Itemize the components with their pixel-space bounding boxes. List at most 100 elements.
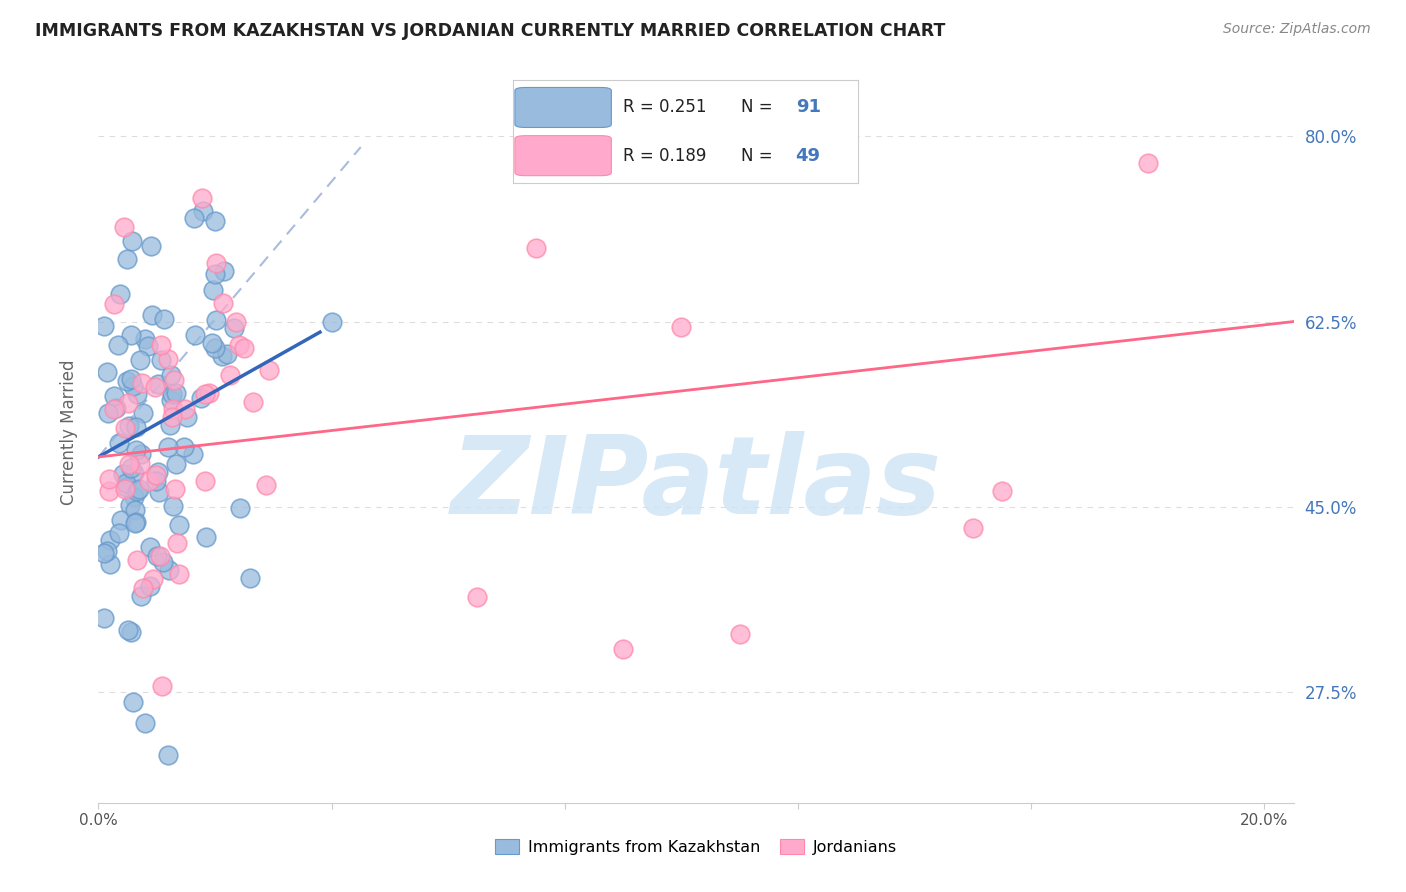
Point [205, 313, 228, 327]
Point [104, 401, 127, 415]
Point [96, 543, 118, 558]
Point [991, 483, 1014, 498]
Point [169, 517, 191, 532]
Point [152, 555, 174, 569]
Point [173, 440, 195, 454]
Point [132, 405, 155, 419]
Point [153, 311, 176, 326]
Point [162, 500, 184, 514]
Point [467, 590, 489, 604]
Point [107, 525, 129, 540]
Point [139, 540, 162, 554]
Point [122, 695, 145, 709]
Point [110, 513, 132, 527]
Point [1136, 156, 1159, 170]
Point [124, 516, 146, 530]
Point [204, 214, 226, 228]
Text: N =: N = [741, 146, 778, 165]
Point [146, 465, 169, 479]
Point [218, 368, 240, 382]
Point [97, 406, 120, 420]
Point [97, 484, 120, 499]
Point [162, 410, 184, 425]
Point [150, 337, 173, 351]
Point [157, 748, 180, 763]
Point [122, 467, 145, 481]
Point [134, 332, 156, 346]
Point [129, 457, 152, 471]
Point [115, 374, 138, 388]
Point [111, 467, 134, 481]
Point [125, 442, 148, 457]
Point [125, 553, 148, 567]
Point [141, 308, 163, 322]
Point [194, 475, 217, 489]
Text: R = 0.251: R = 0.251 [623, 98, 707, 117]
Point [191, 190, 214, 204]
Point [125, 386, 148, 401]
Y-axis label: Currently Married: Currently Married [59, 359, 77, 506]
Point [118, 419, 141, 434]
Point [239, 571, 262, 585]
Point [166, 535, 188, 549]
Point [93, 319, 115, 334]
Point [139, 579, 162, 593]
Text: IMMIGRANTS FROM KAZAKHSTAN VS JORDANIAN CURRENTLY MARRIED CORRELATION CHART: IMMIGRANTS FROM KAZAKHSTAN VS JORDANIAN … [35, 22, 945, 40]
Point [98, 472, 121, 486]
Point [162, 402, 184, 417]
Point [114, 475, 136, 490]
Point [160, 392, 183, 407]
Point [163, 373, 186, 387]
Point [224, 321, 246, 335]
Point [160, 386, 183, 401]
Point [131, 376, 153, 391]
Point [96, 365, 118, 379]
Point [259, 363, 281, 377]
Text: ZIPatlas: ZIPatlas [450, 432, 942, 538]
Point [232, 341, 254, 355]
Point [198, 385, 221, 400]
Point [134, 716, 156, 731]
Point [146, 549, 169, 563]
Point [149, 353, 172, 368]
Legend: Immigrants from Kazakhstan, Jordanians: Immigrants from Kazakhstan, Jordanians [488, 832, 904, 862]
Point [108, 435, 131, 450]
Point [146, 377, 169, 392]
Point [120, 327, 142, 342]
Point [159, 368, 181, 383]
Text: N =: N = [741, 98, 778, 117]
Point [107, 337, 129, 351]
Point [165, 386, 187, 401]
Point [117, 623, 139, 637]
Point [211, 349, 233, 363]
Point [159, 417, 181, 432]
Point [129, 447, 152, 461]
Point [204, 267, 226, 281]
Point [148, 484, 170, 499]
Point [205, 256, 228, 270]
Point [122, 379, 145, 393]
Point [103, 389, 125, 403]
Point [138, 474, 160, 488]
Point [190, 391, 212, 405]
Point [143, 380, 166, 394]
Point [194, 386, 217, 401]
Point [129, 352, 152, 367]
Point [201, 335, 224, 350]
Point [118, 457, 141, 471]
Point [193, 203, 215, 218]
Text: 91: 91 [796, 98, 821, 117]
Point [202, 283, 225, 297]
Point [118, 498, 141, 512]
Point [212, 296, 235, 310]
Point [176, 409, 198, 424]
Point [115, 480, 138, 494]
Point [100, 533, 122, 547]
Point [184, 328, 207, 343]
Point [120, 625, 142, 640]
Point [125, 419, 148, 434]
Point [120, 372, 142, 386]
Point [142, 572, 165, 586]
Point [150, 680, 173, 694]
Point [115, 252, 138, 267]
